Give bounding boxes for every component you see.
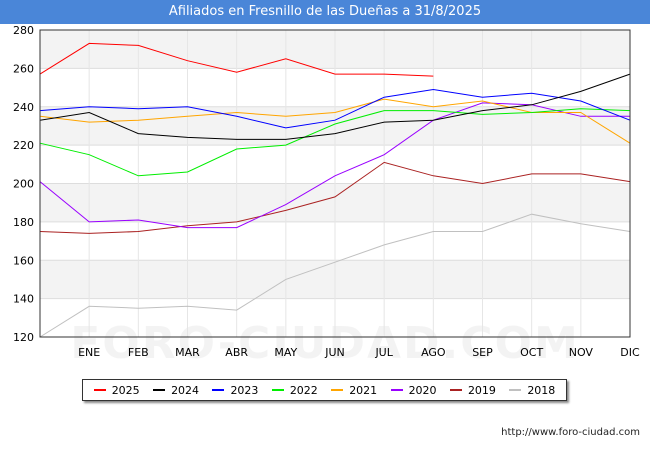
chart-title: Afiliados en Fresnillo de las Dueñas a 3… [0,0,650,24]
legend-label: 2024 [171,383,200,397]
legend-swatch [93,389,106,391]
x-tick-label: FEB [128,346,149,359]
legend-swatch [153,389,166,391]
x-tick-label: AGO [421,346,446,359]
x-tick-label: JUL [374,346,393,359]
legend-swatch [212,389,225,391]
legend-item-2018: 2018 [509,384,555,397]
x-tick-label: MAY [274,346,297,359]
legend-swatch [449,389,462,391]
legend-item-2021: 2021 [331,384,377,397]
x-tick-label: ENE [78,346,100,359]
x-tick-label: DIC [620,346,640,359]
x-tick-label: MAR [175,346,200,359]
series-line-2022 [39,108,631,177]
y-tick-label: 240 [13,101,34,114]
legend-label: 2018 [527,383,556,397]
legend-label: 2021 [349,383,378,397]
legend-label: 2019 [467,383,496,397]
y-tick-label: 260 [13,62,34,75]
y-tick-label: 220 [13,139,34,152]
legend-swatch [390,389,403,391]
x-tick-label: ABR [225,346,248,359]
line-chart: 120 140 160 180 200 220 240 260 280 ENE FEB MAR ABR… [13,24,640,359]
series-line-2023 [39,88,631,129]
legend-swatch [271,389,284,391]
watermark: FORO-CIUDAD.COM [0,318,650,369]
legend-item-2024: 2024 [153,384,199,397]
y-tick-label: 120 [13,331,34,344]
y-tick-label: 180 [13,216,34,229]
legend-swatch [509,389,522,391]
series-line-2019 [39,161,631,234]
legend-label: 2020 [408,383,437,397]
x-tick-label: JUN [324,346,345,359]
legend-item-2022: 2022 [271,383,318,397]
y-tick-label: 160 [13,254,34,267]
source-url: http://www.foro-ciudad.com [501,427,640,438]
legend: 2025 2024 2023 2022 2021 2020 2019 2018 [82,379,567,401]
legend-label: 2025 [111,383,140,397]
plot-border [39,29,631,338]
x-tick-label: NOV [569,346,594,359]
series-line-2018 [39,213,631,338]
series-line-2024 [39,73,631,140]
x-tick-label: SEP [472,346,493,359]
y-tick-label: 140 [13,293,34,306]
y-tick-label: 200 [13,178,34,191]
legend-item-2023: 2023 [212,384,258,397]
legend-item-2025: 2025 [93,383,140,397]
legend-label: 2023 [230,383,259,397]
legend-swatch [331,389,344,391]
legend-label: 2022 [289,383,318,397]
series-line-2025 [39,42,434,77]
legend-item-2019: 2019 [449,383,496,397]
legend-item-2020: 2020 [390,383,437,397]
x-tick-label: OCT [520,346,543,359]
y-tick-label: 280 [13,24,34,37]
